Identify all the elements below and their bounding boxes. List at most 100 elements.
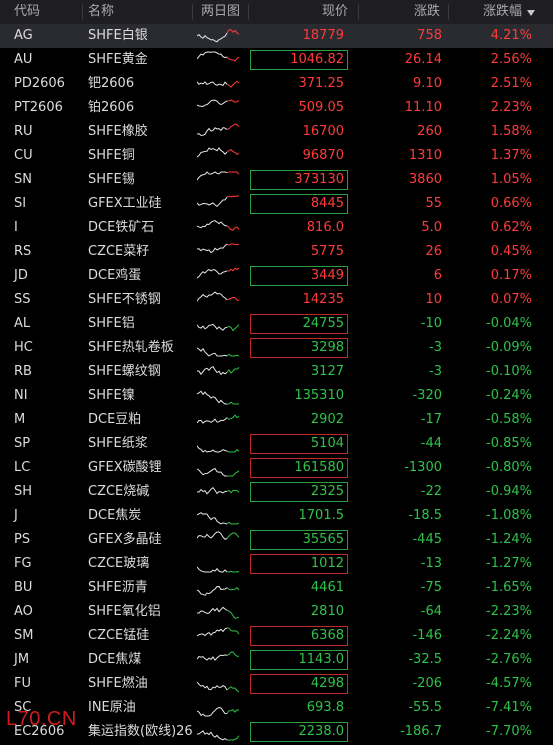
sparkline-day1 <box>197 268 228 279</box>
table-row[interactable]: HC SHFE热轧卷板 3298 -3 -0.09% <box>0 336 553 360</box>
sort-desc-icon[interactable] <box>526 0 536 24</box>
table-row[interactable]: SI GFEX工业硅 8445 55 0.66% <box>0 192 553 216</box>
change-percent: 0.62% <box>490 220 532 235</box>
table-row[interactable]: JD DCE鸡蛋 3449 6 0.17% <box>0 264 553 288</box>
sparkline-day2 <box>226 195 239 198</box>
two-day-sparkline <box>197 171 240 181</box>
table-row[interactable]: PT2606 铂2606 509.05 11.10 2.23% <box>0 96 553 120</box>
table-row[interactable]: J DCE焦炭 1701.5 -18.5 -1.08% <box>0 504 553 528</box>
sparkline-day2 <box>226 99 240 103</box>
price-value: 96870 <box>302 148 344 163</box>
contract-name: 集运指数(欧线)26 <box>88 724 192 739</box>
table-row[interactable]: FG CZCE玻璃 1012 -13 -1.27% <box>0 552 553 576</box>
change-value: 6 <box>433 268 442 283</box>
two-day-sparkline <box>197 486 240 495</box>
table-row[interactable]: I DCE铁矿石 816.0 5.0 0.62% <box>0 216 553 240</box>
column-divider[interactable] <box>248 4 249 20</box>
contract-code: AO <box>14 604 33 619</box>
sparkline-day1 <box>197 417 228 424</box>
header-code[interactable]: 代码 <box>14 4 41 19</box>
change-value: 26 <box>425 244 442 259</box>
two-day-sparkline <box>197 730 240 741</box>
header-change[interactable]: 涨跌 <box>414 4 441 19</box>
price-value: 8445 <box>310 196 344 211</box>
table-row[interactable]: LC GFEX碳酸锂 161580 -1300 -0.80% <box>0 456 553 480</box>
change-percent: -7.70% <box>486 724 532 739</box>
change-value: 11.10 <box>404 100 442 115</box>
contract-name: SHFE氧化铝 <box>88 604 161 619</box>
table-row[interactable]: EC2606 集运指数(欧线)26 2238.0 -186.7 -7.70% <box>0 720 553 744</box>
column-divider[interactable] <box>192 4 193 20</box>
contract-name: CZCE玻璃 <box>88 556 150 571</box>
change-percent: -0.09% <box>486 340 532 355</box>
table-row[interactable]: RU SHFE橡胶 16700 260 1.58% <box>0 120 553 144</box>
two-day-sparkline <box>197 366 240 376</box>
table-row[interactable]: RB SHFE螺纹钢 3127 -3 -0.10% <box>0 360 553 384</box>
price-value: 2238.0 <box>298 724 345 739</box>
table-row[interactable]: CU SHFE铜 96870 1310 1.37% <box>0 144 553 168</box>
change-value: 10 <box>425 292 442 307</box>
table-row[interactable]: SN SHFE锡 373130 3860 1.05% <box>0 168 553 192</box>
price-flash-box <box>250 482 348 502</box>
contract-name: SHFE白银 <box>88 28 148 43</box>
contract-code: SM <box>14 628 34 643</box>
contract-name: DCE豆粕 <box>88 412 142 427</box>
table-row[interactable]: RS CZCE菜籽 5775 26 0.45% <box>0 240 553 264</box>
table-row[interactable]: AU SHFE黄金 1046.82 26.14 2.56% <box>0 48 553 72</box>
table-row[interactable]: FU SHFE燃油 4298 -206 -4.57% <box>0 672 553 696</box>
header-price[interactable]: 现价 <box>322 4 349 19</box>
table-row[interactable]: BU SHFE沥青 4461 -75 -1.65% <box>0 576 553 600</box>
table-row[interactable]: AO SHFE氧化铝 2810 -64 -2.23% <box>0 600 553 624</box>
table-row[interactable]: NI SHFE镍 135310 -320 -0.24% <box>0 384 553 408</box>
table-row[interactable]: AG SHFE白银 18779 758 4.21% <box>0 24 553 48</box>
table-row[interactable]: JM DCE焦煤 1143.0 -32.5 -2.76% <box>0 648 553 672</box>
table-row[interactable]: M DCE豆粕 2902 -17 -0.58% <box>0 408 553 432</box>
table-row[interactable]: SC INE原油 693.8 -55.5 -7.41% <box>0 696 553 720</box>
change-value: -146 <box>412 628 442 643</box>
change-value: -75 <box>420 580 442 595</box>
header-spark[interactable]: 两日图 <box>201 4 241 19</box>
column-divider[interactable] <box>358 4 359 20</box>
two-day-sparkline <box>197 445 240 453</box>
contract-name: GFEX多晶硅 <box>88 532 162 547</box>
two-day-sparkline <box>197 606 240 620</box>
table-row[interactable]: AL SHFE铝 24755 -10 -0.04% <box>0 312 553 336</box>
change-value: -1300 <box>404 460 442 475</box>
price-value: 4461 <box>310 580 344 595</box>
table-row[interactable]: PS GFEX多晶硅 35565 -445 -1.24% <box>0 528 553 552</box>
table-row[interactable]: PD2606 钯2606 371.25 9.10 2.51% <box>0 72 553 96</box>
contract-name: CZCE锰硅 <box>88 628 150 643</box>
contract-name: DCE铁矿石 <box>88 220 155 235</box>
two-day-sparkline <box>197 291 240 302</box>
table-row[interactable]: SH CZCE烧碱 2325 -22 -0.94% <box>0 480 553 504</box>
contract-name: GFEX碳酸锂 <box>88 460 162 475</box>
two-day-sparkline <box>197 243 240 254</box>
contract-name: SHFE黄金 <box>88 52 148 67</box>
header-name[interactable]: 名称 <box>88 4 115 19</box>
column-divider[interactable] <box>448 4 449 20</box>
sparkline-day1 <box>197 32 228 43</box>
contract-code: RB <box>14 364 32 379</box>
table-row[interactable]: SS SHFE不锈钢 14235 10 0.07% <box>0 288 553 312</box>
two-day-sparkline <box>197 220 240 231</box>
sparkline-day2 <box>226 324 240 332</box>
sparkline-day2 <box>227 735 240 741</box>
table-row[interactable]: SM CZCE锰硅 6368 -146 -2.24% <box>0 624 553 648</box>
watermark: L70.CN <box>6 708 77 730</box>
sparkline-day1 <box>197 730 228 741</box>
change-percent: -1.08% <box>486 508 532 523</box>
change-value: -44 <box>420 436 442 451</box>
change-percent: -2.76% <box>486 652 532 667</box>
price-value: 4298 <box>310 676 344 691</box>
two-day-sparkline <box>197 512 240 525</box>
header-pct[interactable]: 涨跌幅 <box>483 4 523 19</box>
column-divider[interactable] <box>82 4 83 20</box>
change-percent: -0.94% <box>486 484 532 499</box>
two-day-sparkline <box>197 99 240 108</box>
two-day-sparkline <box>197 123 240 136</box>
sparkline-day2 <box>226 80 240 88</box>
contract-name: 钯2606 <box>88 76 135 91</box>
sparkline-day1 <box>197 51 228 60</box>
table-row[interactable]: SP SHFE纸浆 5104 -44 -0.85% <box>0 432 553 456</box>
sparkline-day1 <box>197 99 228 108</box>
